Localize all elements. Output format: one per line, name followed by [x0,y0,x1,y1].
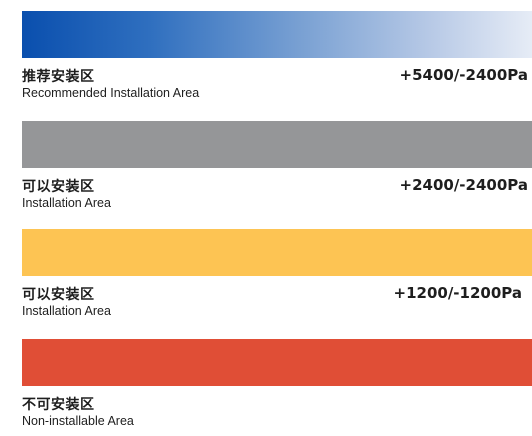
zone-swatch-gray [22,121,532,168]
zone-swatch-yellow [22,229,532,276]
zone-pressure-rating: +1200/-1200Pa [393,284,522,302]
zone-title-zh: 推荐安装区 [22,69,95,85]
zone-title-en: Non-installable Area [22,414,134,428]
zone-swatch-red [22,339,532,386]
zone-pressure-rating: +2400/-2400Pa [399,176,528,194]
zone-title-en: Installation Area [22,196,111,210]
zone-title-zh: 可以安装区 [22,287,95,303]
zone-pressure-rating: +5400/-2400Pa [399,66,528,84]
zone-swatch-blue-gradient [22,11,532,58]
zone-title-zh: 不可安装区 [22,397,95,413]
zone-title-en: Installation Area [22,304,111,318]
zone-title-en: Recommended Installation Area [22,86,200,100]
zone-title-zh: 可以安装区 [22,179,95,195]
